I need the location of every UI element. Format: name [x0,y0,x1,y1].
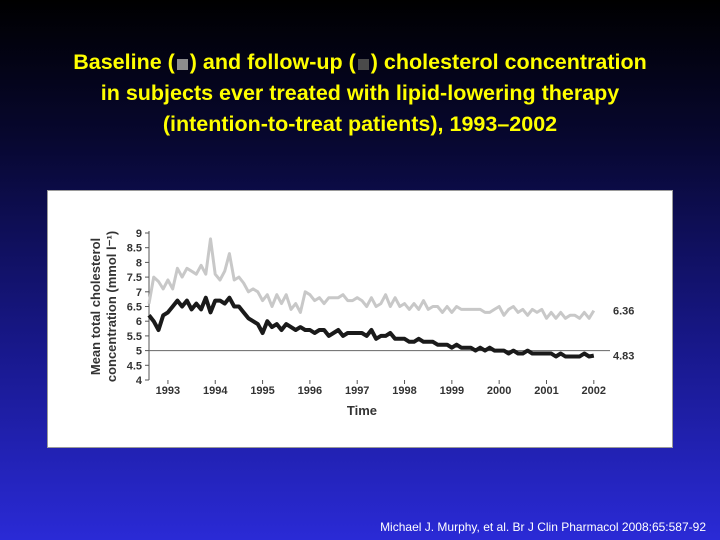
x-tick-label: 2000 [487,385,511,397]
citation: Michael J. Murphy, et al. Br J Clin Phar… [380,520,706,534]
y-tick-label: 7 [136,287,142,299]
title-line-1: Baseline () and follow-up () cholesterol… [73,50,647,74]
y-axis-label: Mean total cholesterolconcentration (mmo… [88,231,119,382]
x-tick-label: 1996 [298,385,322,397]
title-line-2: in subjects ever treated with lipid-lowe… [100,81,620,105]
x-tick-label: 1995 [250,385,274,397]
end-value-label: 4.83 [613,351,634,363]
y-tick-label: 4 [136,375,143,387]
end-value-label: 6.36 [613,306,634,318]
y-tick-label: 5 [136,346,142,358]
y-tick-label: 5.5 [127,331,142,343]
y-tick-label: 8 [136,257,142,269]
slide-title: Baseline () and follow-up () cholesterol… [0,47,720,140]
x-tick-label: 1994 [203,385,228,397]
cholesterol-line-chart: 4 4.5 5 5.5 6 6.5 7 7.5 8 8.5 9 1993 1994 1995 1996 199… [88,228,634,418]
x-tick-label: 1999 [440,385,464,397]
chart-panel: 4 4.5 5 5.5 6 6.5 7 7.5 8 8.5 9 1993 1994 1995 1996 199… [47,190,673,448]
series-line-2 [147,295,595,359]
x-tick-label: 1997 [345,385,369,397]
followup-marker-swatch [357,59,369,70]
x-tick-label: 2002 [582,385,606,397]
baseline-marker-swatch [176,59,188,70]
title-line-3: (intention-to-treat patients), 1993–2002 [162,112,558,136]
y-tick-label: 4.5 [127,360,142,372]
y-tick-label: 6.5 [127,302,142,314]
x-tick-label: 1998 [392,385,416,397]
x-tick-label: 2001 [534,385,558,397]
series-line-1 [147,237,596,320]
x-axis-label: Time [347,403,377,418]
x-tick-label: 1993 [156,385,180,397]
y-tick-label: 7.5 [127,272,142,284]
y-tick-label: 9 [136,228,142,240]
y-tick-label: 6 [136,316,142,328]
y-tick-label: 8.5 [127,243,142,255]
